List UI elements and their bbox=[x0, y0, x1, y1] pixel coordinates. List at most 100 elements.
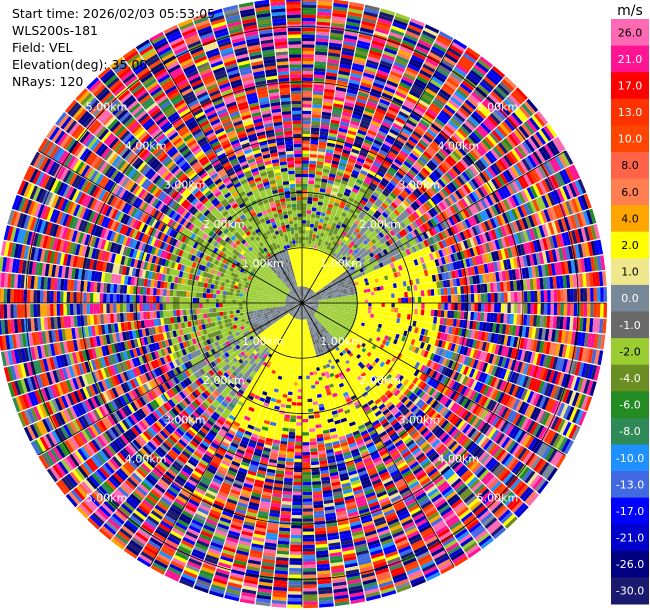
velocity-gate bbox=[322, 101, 333, 107]
velocity-gate bbox=[328, 132, 338, 138]
velocity-gate bbox=[331, 16, 346, 22]
velocity-gate bbox=[302, 206, 307, 211]
velocity-gate bbox=[310, 137, 319, 142]
velocity-gate bbox=[331, 22, 345, 28]
velocity-gate bbox=[308, 277, 311, 281]
velocity-gate bbox=[317, 228, 322, 233]
velocity-gate bbox=[307, 263, 311, 268]
velocity-gate bbox=[313, 244, 318, 249]
velocity-gate bbox=[355, 46, 369, 53]
velocity-gate bbox=[307, 187, 314, 191]
velocity-gate bbox=[302, 296, 304, 300]
velocity-gate bbox=[317, 11, 332, 16]
velocity-gate bbox=[316, 18, 331, 23]
velocity-gate bbox=[304, 290, 306, 294]
velocity-gate bbox=[339, 60, 352, 66]
velocity-gate bbox=[305, 287, 308, 291]
velocity-gate bbox=[342, 108, 353, 114]
velocity-gate bbox=[324, 155, 333, 161]
velocity-gate bbox=[302, 44, 315, 48]
velocity-gate bbox=[302, 170, 309, 174]
velocity-gate bbox=[351, 66, 364, 73]
velocity-gate bbox=[305, 233, 309, 237]
velocity-gate bbox=[308, 167, 316, 171]
velocity-gate bbox=[302, 177, 309, 181]
velocity-gate bbox=[360, 24, 375, 31]
velocity-gate bbox=[322, 108, 332, 113]
velocity-gate bbox=[302, 233, 306, 237]
velocity-gate bbox=[340, 54, 354, 60]
velocity-gate bbox=[328, 173, 336, 178]
velocity-gate bbox=[320, 185, 327, 190]
velocity-gate bbox=[316, 211, 321, 216]
velocity-gate bbox=[316, 208, 322, 213]
velocity-gate bbox=[314, 254, 318, 259]
velocity-gate bbox=[302, 200, 307, 204]
velocity-gate bbox=[337, 77, 349, 83]
velocity-gate bbox=[302, 236, 306, 241]
velocity-gate bbox=[315, 214, 321, 219]
velocity-gate bbox=[302, 186, 308, 191]
velocity-gate bbox=[321, 226, 327, 231]
velocity-gate bbox=[335, 90, 346, 96]
velocity-gate bbox=[355, 50, 368, 57]
velocity-gate bbox=[302, 240, 305, 244]
velocity-gate bbox=[331, 113, 342, 118]
velocity-gate bbox=[312, 107, 322, 112]
velocity-gate bbox=[318, 221, 324, 226]
velocity-gate bbox=[311, 213, 316, 218]
velocity-gate bbox=[316, 231, 321, 236]
velocity-gate bbox=[342, 111, 352, 117]
velocity-gate bbox=[343, 105, 354, 111]
velocity-gate bbox=[312, 234, 317, 239]
velocity-gate bbox=[302, 289, 304, 294]
velocity-gate bbox=[302, 296, 304, 300]
velocity-gate bbox=[308, 267, 312, 271]
velocity-gate bbox=[303, 273, 305, 277]
velocity-gate bbox=[302, 54, 314, 58]
velocity-gate bbox=[315, 41, 329, 46]
velocity-gate bbox=[302, 130, 311, 135]
velocity-gate bbox=[304, 290, 306, 294]
velocity-gate bbox=[302, 293, 304, 297]
velocity-gate bbox=[310, 217, 316, 222]
velocity-gate bbox=[316, 161, 324, 166]
velocity-gate bbox=[312, 200, 318, 205]
velocity-gate bbox=[349, 75, 362, 82]
velocity-gate bbox=[346, 18, 361, 24]
velocity-gate bbox=[340, 57, 353, 63]
velocity-gate bbox=[302, 110, 312, 115]
velocity-gate bbox=[331, 19, 346, 25]
velocity-gate bbox=[322, 168, 330, 174]
velocity-gate bbox=[312, 197, 319, 202]
instrument-label: WLS200s-181 bbox=[12, 23, 98, 38]
velocity-gate bbox=[306, 216, 311, 221]
velocity-gate bbox=[313, 84, 324, 89]
velocity-gate bbox=[302, 94, 313, 98]
velocity-gate bbox=[303, 286, 305, 290]
velocity-gate bbox=[302, 243, 305, 247]
velocity-gate bbox=[309, 250, 313, 255]
velocity-gate bbox=[324, 216, 330, 221]
velocity-gate bbox=[315, 217, 320, 222]
velocity-gate bbox=[361, 20, 376, 28]
velocity-gate bbox=[318, 198, 324, 203]
velocity-gate bbox=[302, 210, 307, 214]
velocity-gate bbox=[302, 4, 317, 9]
velocity-gate bbox=[302, 249, 305, 254]
velocity-gate bbox=[328, 200, 335, 206]
velocity-gate bbox=[326, 145, 335, 151]
velocity-gate bbox=[304, 273, 307, 277]
velocity-gate bbox=[304, 256, 307, 261]
velocity-gate bbox=[310, 223, 315, 228]
velocity-gate bbox=[323, 162, 332, 167]
velocity-gate bbox=[302, 100, 312, 105]
velocity-gate bbox=[316, 164, 324, 169]
velocity-gate bbox=[321, 111, 332, 117]
velocity-gate bbox=[302, 286, 304, 290]
velocity-gate bbox=[314, 177, 322, 182]
velocity-gate bbox=[302, 1, 317, 5]
velocity-gate bbox=[315, 48, 328, 53]
velocity-gate bbox=[351, 69, 363, 76]
velocity-gate bbox=[310, 130, 320, 135]
